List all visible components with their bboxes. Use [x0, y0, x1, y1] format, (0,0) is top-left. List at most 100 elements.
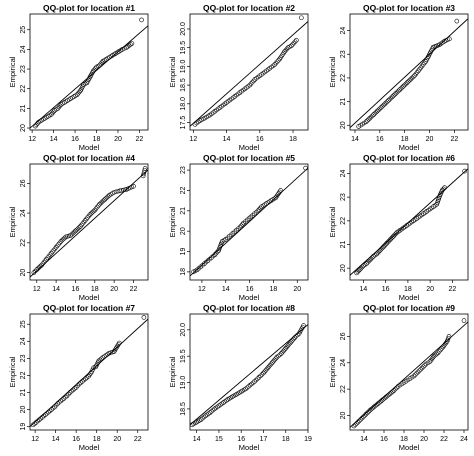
y-tick-label: 22	[340, 74, 347, 82]
x-tick-label: 18	[400, 436, 408, 443]
data-point	[390, 389, 395, 394]
x-axis-label: Model	[79, 143, 100, 152]
data-point	[76, 381, 82, 387]
panel-title: QQ-plot for location #7	[43, 303, 135, 313]
data-point	[378, 246, 384, 252]
plot-frame	[29, 13, 149, 131]
data-point	[198, 417, 204, 422]
data-point	[81, 377, 87, 383]
data-point	[362, 413, 367, 418]
data-point	[277, 189, 282, 195]
data-point	[259, 372, 265, 377]
y-tick-label: 24	[340, 359, 347, 367]
data-point	[421, 62, 426, 67]
data-point	[88, 371, 93, 376]
x-tick-label: 18	[93, 436, 101, 443]
plot-area	[350, 168, 468, 276]
data-point	[74, 227, 79, 233]
panel-title: QQ-plot for location #4	[43, 153, 135, 163]
data-point	[365, 259, 371, 265]
data-point	[389, 94, 395, 100]
data-point	[69, 388, 74, 394]
data-point	[36, 417, 42, 423]
y-tick-label: 20	[20, 269, 27, 277]
data-point	[85, 215, 90, 220]
data-point	[266, 364, 272, 369]
data-point	[60, 397, 65, 402]
plot-area	[350, 18, 468, 129]
data-point	[52, 246, 58, 252]
plot-frame	[349, 313, 469, 431]
data-point	[462, 168, 467, 174]
data-point	[354, 270, 359, 276]
data-point	[382, 395, 387, 401]
plot-frame	[189, 163, 309, 281]
data-point	[100, 355, 106, 360]
data-point	[243, 386, 248, 392]
data-point	[281, 348, 286, 354]
data-point	[386, 98, 391, 103]
data-point	[411, 74, 416, 79]
data-point	[247, 82, 253, 88]
y-tick-label: 22	[340, 217, 347, 225]
data-point	[359, 264, 365, 270]
data-point	[93, 66, 98, 71]
data-point	[417, 368, 422, 373]
data-point	[253, 377, 259, 383]
y-tick-label: 25	[20, 320, 27, 328]
data-point	[422, 363, 427, 368]
y-tick-label: 17.5	[180, 116, 187, 130]
panel-title: QQ-plot for location #3	[363, 3, 455, 13]
x-axis-label: Model	[79, 443, 100, 451]
data-point	[380, 245, 385, 251]
data-point	[418, 65, 424, 70]
data-point	[93, 206, 99, 211]
data-point	[428, 357, 434, 363]
data-point	[251, 78, 256, 84]
data-point	[258, 205, 263, 211]
data-point	[38, 416, 44, 421]
data-point	[367, 407, 373, 413]
y-axis-label: Empirical	[8, 206, 17, 237]
qq-panel-9: QQ-plot for location #9 14 16 18 20 22 24 20 22 2…	[328, 303, 469, 452]
data-point	[45, 255, 50, 260]
data-point	[285, 343, 291, 348]
data-point	[396, 88, 401, 94]
x-tick-label: 16	[376, 136, 384, 143]
data-point	[62, 235, 67, 241]
data-point	[97, 201, 102, 207]
y-tick-label: 18.5	[180, 402, 187, 416]
data-point	[102, 197, 107, 202]
data-point	[353, 422, 358, 427]
data-point	[78, 380, 84, 385]
data-point	[105, 194, 111, 199]
data-point	[392, 92, 397, 97]
data-point	[122, 187, 128, 192]
y-tick-label: 20	[20, 406, 27, 414]
data-point	[299, 15, 304, 21]
data-point	[301, 323, 306, 328]
data-point	[98, 200, 104, 206]
data-point	[411, 373, 417, 379]
x-tick-label: 20	[420, 436, 428, 443]
data-point	[126, 43, 132, 48]
data-point	[33, 123, 38, 129]
data-point	[277, 352, 283, 358]
data-point	[252, 379, 257, 384]
x-tick-label: 16	[382, 286, 390, 293]
x-tick-label: 16	[380, 436, 388, 443]
data-point	[44, 256, 49, 262]
x-tick-label: 22	[440, 436, 448, 443]
data-point	[230, 394, 235, 400]
data-point	[371, 112, 376, 117]
data-point	[142, 168, 147, 173]
data-point	[366, 117, 371, 122]
data-point	[256, 374, 262, 380]
data-point	[378, 105, 384, 110]
x-tick-label: 16	[256, 136, 264, 143]
data-point	[61, 236, 66, 242]
data-point	[291, 40, 297, 46]
data-point	[368, 256, 374, 261]
data-point	[413, 372, 418, 377]
x-tick-label: 16	[237, 436, 245, 443]
